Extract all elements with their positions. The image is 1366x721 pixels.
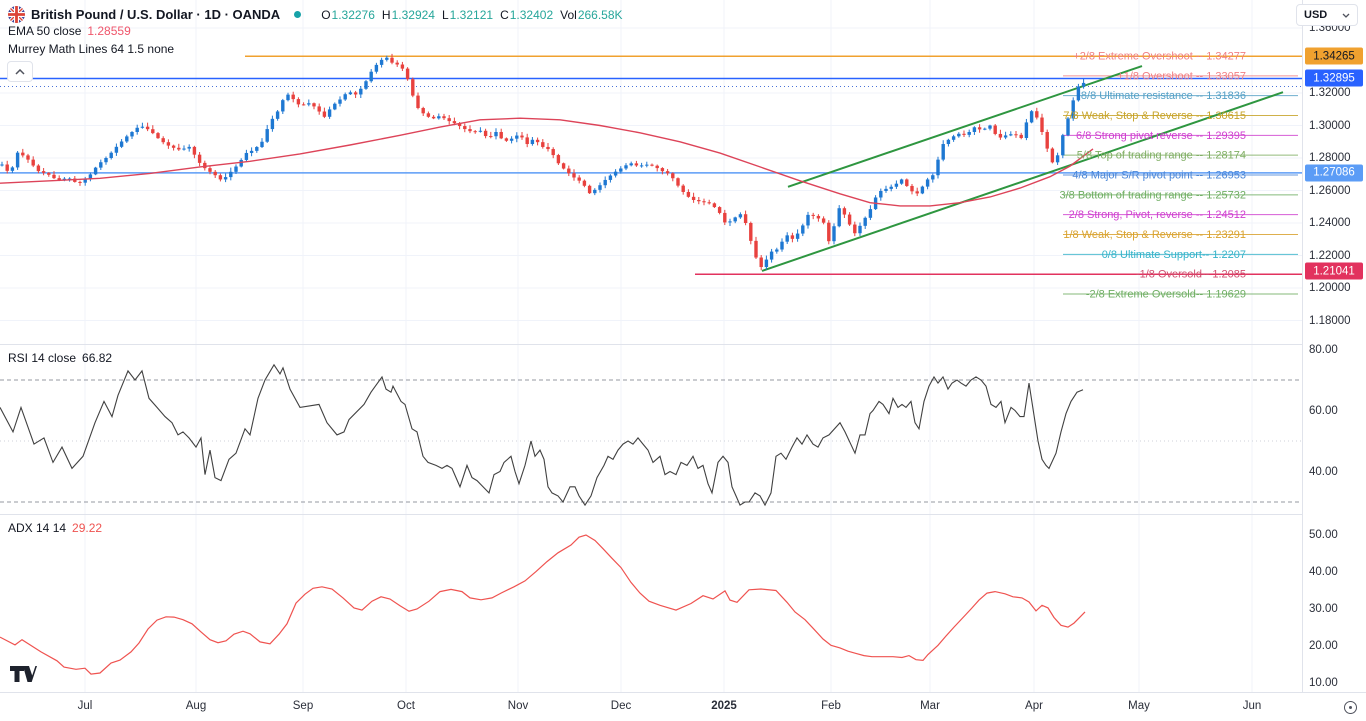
open-label: O — [321, 7, 331, 22]
chart-plot-area[interactable]: +2/8 Extreme Overshoot -- 1.34277 +1/8 Ov… — [0, 0, 1366, 692]
rsi-tick-label: 60.00 — [1309, 404, 1338, 417]
price-tick-label: 1.22000 — [1309, 249, 1351, 262]
flag-icon — [8, 6, 25, 23]
time-tick-label: Dec — [610, 700, 632, 712]
collapse-pane-button[interactable] — [7, 61, 33, 82]
murrey-level-label: +1/8 Overshoot -- 1.33057 — [1117, 70, 1246, 82]
data-mode-dot[interactable] — [294, 11, 302, 18]
price-tick-label: 1.30000 — [1309, 119, 1351, 132]
murrey-level-label: 5/8 Top of trading range -- 1.28174 — [1077, 150, 1246, 162]
currency-select[interactable]: USD — [1296, 4, 1358, 26]
rsi-tick-label: 40.00 — [1309, 465, 1338, 478]
candles-series — [0, 53, 1086, 271]
time-tick-label: Jul — [77, 700, 93, 712]
time-tick-label: Apr — [1025, 700, 1043, 712]
chevron-up-icon — [15, 68, 25, 75]
symbol-title[interactable]: British Pound / U.S. Dollar · 1D · OANDA — [31, 7, 281, 22]
murrey-level-label: 6/8 Strong pivot reverse -- 1.29395 — [1076, 130, 1246, 142]
adx-legend-value: 29.22 — [72, 521, 103, 535]
murrey-legend-name: Murrey Math Lines 64 1.5 none — [8, 42, 175, 56]
volume-value: 266.58K — [577, 7, 623, 22]
pane-separator-adx[interactable] — [0, 514, 1366, 515]
adx-tick-label: 10.00 — [1309, 677, 1338, 689]
murrey-level-label: 1/8 Weak, Stop & Reverse -- 1.23291 — [1063, 229, 1246, 241]
close-value: 1.32402 — [509, 7, 554, 22]
price-line-badge[interactable]: 1.32895 — [1305, 69, 1363, 87]
time-tick-label: May — [1128, 700, 1150, 712]
ema-legend-name: EMA 50 close — [8, 24, 82, 38]
low-label: L — [441, 7, 449, 22]
rsi-legend[interactable]: RSI 14 close 66.82 — [8, 351, 112, 365]
rsi-legend-value: 66.82 — [82, 351, 113, 365]
channel-lower-line — [761, 91, 1284, 272]
price-tick-label: 1.18000 — [1309, 314, 1351, 327]
tradingview-logo[interactable] — [10, 666, 37, 687]
ohlc-values: O 1.32276 H 1.32924 L 1.32121 C 1.32402 Vol 2… — [321, 8, 622, 22]
chevron-down-icon — [1342, 13, 1350, 18]
price-line-badge[interactable]: 1.21041 — [1305, 262, 1363, 280]
time-tick-label: Mar — [920, 700, 940, 712]
price-tick-label: 1.32000 — [1309, 87, 1351, 99]
high-label: H — [381, 7, 391, 22]
murrey-level-label: -2/8 Extreme Oversold-- 1.19629 — [1086, 289, 1246, 301]
ema-legend-value: 1.28559 — [87, 24, 131, 38]
price-tick-label: 1.28000 — [1309, 152, 1351, 164]
adx-tick-label: 40.00 — [1309, 566, 1338, 578]
murrey-level-label: 0/8 Ultimate Support-- 1.2207 — [1102, 249, 1246, 261]
currency-select-value: USD — [1304, 9, 1328, 21]
adx-tick-label: 50.00 — [1309, 529, 1338, 541]
open-value: 1.32276 — [331, 7, 375, 22]
volume-label: Vol — [560, 7, 577, 22]
price-line-badge[interactable]: 1.27086 — [1305, 164, 1363, 182]
time-tick-label: Nov — [507, 700, 529, 712]
close-label: C — [500, 7, 509, 22]
timezone-icon[interactable] — [1344, 701, 1357, 714]
high-value: 1.32924 — [391, 7, 435, 22]
time-tick-label: 2025 — [711, 700, 737, 712]
price-axis[interactable]: 1.36000 1.32000 1.30000 1.28000 1.26000 1.240… — [1302, 0, 1366, 692]
time-axis[interactable]: Jul Aug Sep Oct Nov Dec 2025 Feb Mar Apr May Jun — [0, 692, 1366, 721]
pane-separator-rsi[interactable] — [0, 344, 1366, 345]
murrey-level-label: 4/8 Major S/R pivot point -- 1.26953 — [1072, 170, 1246, 182]
price-tick-label: 1.20000 — [1309, 282, 1351, 294]
time-tick-label: Feb — [821, 700, 841, 712]
adx-legend[interactable]: ADX 14 14 29.22 — [8, 521, 102, 535]
murrey-level-label: -1/8 Oversold-- 1.2085 — [1136, 269, 1246, 281]
ema-line — [0, 117, 1094, 207]
time-tick-label: Oct — [397, 700, 415, 712]
low-value: 1.32121 — [449, 7, 494, 22]
time-tick-label: Aug — [185, 700, 207, 712]
adx-tick-label: 30.00 — [1309, 603, 1338, 615]
murrey-level-label: 2/8 Strong, Pivot, reverse -- 1.24512 — [1069, 209, 1246, 221]
rsi-tick-label: 80.00 — [1309, 343, 1338, 356]
murrey-level-label: 3/8 Bottom of trading range -- 1.25732 — [1059, 189, 1246, 201]
adx-legend-name: ADX 14 14 — [8, 521, 67, 535]
symbol-legend: British Pound / U.S. Dollar · 1D · OANDA… — [8, 6, 623, 23]
murrey-level-label: +2/8 Extreme Overshoot -- 1.34277 — [1073, 50, 1246, 62]
murrey-legend[interactable]: Murrey Math Lines 64 1.5 none — [8, 42, 174, 56]
adx-line — [0, 534, 1086, 675]
price-tick-label: 1.24000 — [1309, 217, 1351, 229]
rsi-line — [0, 363, 1084, 507]
murrey-level-label: 8/8 Ultimate resistance -- 1.31836 — [1081, 90, 1246, 102]
murrey-level-label: 7/8 Weak, Stop & Reverse -- 1.30615 — [1063, 110, 1246, 122]
time-tick-label: Sep — [292, 700, 314, 712]
ema-legend[interactable]: EMA 50 close 1.28559 — [8, 24, 131, 38]
rsi-legend-name: RSI 14 close — [8, 351, 77, 365]
price-tick-label: 1.26000 — [1309, 184, 1351, 197]
price-line-badge[interactable]: 1.34265 — [1305, 47, 1363, 65]
time-tick-label: Jun — [1242, 700, 1262, 712]
adx-tick-label: 20.00 — [1309, 640, 1338, 652]
